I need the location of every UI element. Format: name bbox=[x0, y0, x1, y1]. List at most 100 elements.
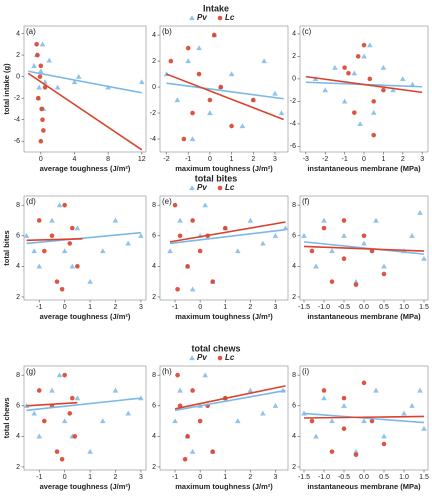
y-tick-label: 2 bbox=[152, 464, 156, 471]
y-tick-label: 6 bbox=[16, 233, 20, 240]
y-tick-label: -2 bbox=[14, 95, 20, 102]
point bbox=[222, 225, 228, 231]
fit-line bbox=[169, 228, 286, 245]
x-tick-label: 0 bbox=[63, 474, 67, 481]
point bbox=[56, 202, 63, 208]
x-tick-label: 3 bbox=[139, 474, 143, 481]
point bbox=[341, 402, 347, 408]
y-tick-label: 4 bbox=[292, 433, 296, 440]
y-tick-label: 2 bbox=[16, 464, 20, 471]
x-tick-label: 3 bbox=[273, 156, 277, 163]
point bbox=[361, 53, 367, 59]
fit-line bbox=[303, 245, 425, 252]
x-tick-label: 2 bbox=[114, 304, 118, 311]
point bbox=[182, 456, 188, 462]
point bbox=[409, 402, 415, 408]
point bbox=[69, 395, 75, 401]
point bbox=[185, 264, 190, 269]
point bbox=[72, 434, 78, 439]
point bbox=[177, 233, 183, 239]
legend-label: Pv bbox=[197, 183, 207, 192]
point bbox=[381, 433, 387, 439]
point bbox=[36, 388, 42, 393]
point bbox=[309, 418, 315, 424]
point bbox=[353, 452, 359, 458]
point bbox=[361, 42, 367, 48]
point bbox=[218, 84, 224, 90]
y-tick-label: 2 bbox=[292, 464, 296, 471]
point bbox=[355, 54, 361, 59]
point bbox=[54, 449, 60, 454]
y-tick-label: 8 bbox=[292, 372, 296, 379]
point bbox=[409, 81, 416, 87]
point bbox=[247, 217, 254, 223]
point bbox=[352, 110, 357, 115]
point bbox=[207, 110, 213, 116]
y-axis-label: total bites bbox=[2, 230, 11, 265]
fit-line bbox=[174, 385, 286, 410]
point bbox=[75, 264, 80, 269]
x-tick-label: 0.5 bbox=[379, 304, 389, 311]
point bbox=[235, 248, 241, 254]
point bbox=[56, 372, 63, 378]
point bbox=[380, 64, 387, 70]
point bbox=[31, 248, 37, 254]
point bbox=[421, 425, 427, 431]
point bbox=[35, 52, 40, 58]
x-tick-label: 1 bbox=[88, 304, 92, 311]
point bbox=[353, 282, 359, 288]
y-tick-label: 4 bbox=[292, 263, 296, 270]
x-axis-label: maximum toughness (J/m²) bbox=[175, 312, 273, 321]
point bbox=[367, 42, 373, 48]
point bbox=[49, 387, 55, 393]
point bbox=[342, 65, 347, 70]
y-tick-label: 2 bbox=[292, 53, 296, 60]
point bbox=[197, 418, 203, 424]
point bbox=[247, 387, 254, 393]
point bbox=[353, 448, 359, 454]
point bbox=[190, 218, 195, 223]
fit-line bbox=[26, 238, 83, 242]
point bbox=[329, 279, 335, 284]
y-tick-label: -2 bbox=[150, 110, 156, 117]
x-tick-label: -1.5 bbox=[298, 304, 310, 311]
point bbox=[177, 387, 183, 393]
legend-label: Lc bbox=[225, 13, 235, 22]
x-tick-label: 1 bbox=[230, 156, 234, 163]
point bbox=[341, 256, 347, 262]
y-tick-label: 4 bbox=[292, 31, 296, 38]
fit-line bbox=[26, 401, 78, 407]
point bbox=[189, 286, 196, 292]
point bbox=[361, 240, 367, 246]
x-tick-label: 0 bbox=[198, 474, 202, 481]
point bbox=[61, 418, 68, 424]
point bbox=[357, 121, 363, 126]
legend-marker bbox=[189, 355, 195, 361]
point bbox=[125, 240, 132, 246]
y-tick-label: 6 bbox=[152, 233, 156, 240]
x-tick-label: 2 bbox=[401, 156, 405, 163]
fit-line bbox=[27, 72, 143, 151]
x-tick-label: -1.0 bbox=[318, 474, 330, 481]
x-tick-label: -1 bbox=[172, 304, 178, 311]
point bbox=[38, 138, 44, 144]
x-tick-label: 2 bbox=[114, 474, 118, 481]
point bbox=[235, 418, 241, 424]
x-tick-label: -0.5 bbox=[338, 304, 350, 311]
panel-label: (f) bbox=[302, 197, 310, 206]
fit-line bbox=[169, 221, 286, 243]
y-tick-label: 0 bbox=[16, 73, 20, 80]
point bbox=[390, 87, 396, 93]
x-tick-label: -1.0 bbox=[318, 304, 330, 311]
point bbox=[272, 402, 279, 408]
point bbox=[112, 217, 119, 223]
point bbox=[189, 136, 196, 142]
x-tick-label: 1.0 bbox=[399, 304, 409, 311]
point bbox=[23, 232, 30, 238]
point bbox=[341, 98, 348, 104]
point bbox=[99, 248, 106, 254]
point bbox=[42, 248, 47, 254]
point bbox=[36, 95, 41, 101]
legend-marker bbox=[189, 15, 195, 21]
point bbox=[62, 372, 67, 378]
